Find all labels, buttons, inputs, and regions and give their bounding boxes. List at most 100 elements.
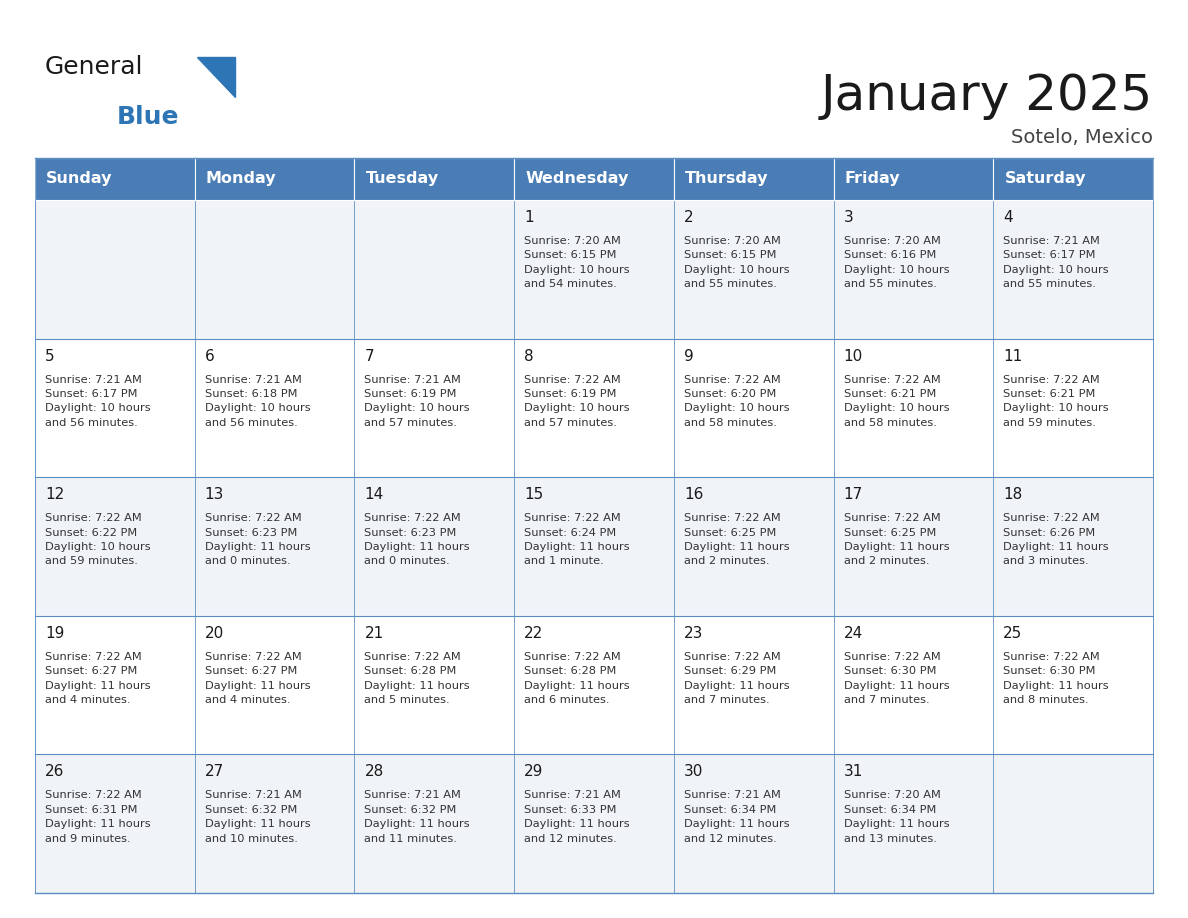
Text: 14: 14 (365, 487, 384, 502)
Bar (195, 477, 354, 616)
Text: 18: 18 (1004, 487, 1023, 502)
Text: 23: 23 (684, 626, 703, 641)
Text: Sunrise: 7:22 AM
Sunset: 6:27 PM
Daylight: 11 hours
and 4 minutes.: Sunrise: 7:22 AM Sunset: 6:27 PM Dayligh… (45, 652, 151, 705)
Bar (354, 616, 514, 755)
Bar (834, 755, 993, 893)
Text: Sunrise: 7:21 AM
Sunset: 6:32 PM
Daylight: 11 hours
and 11 minutes.: Sunrise: 7:21 AM Sunset: 6:32 PM Dayligh… (365, 790, 470, 844)
Bar (195, 616, 354, 755)
Bar (34, 477, 195, 616)
Text: Sunrise: 7:22 AM
Sunset: 6:30 PM
Daylight: 11 hours
and 8 minutes.: Sunrise: 7:22 AM Sunset: 6:30 PM Dayligh… (1004, 652, 1108, 705)
Text: 29: 29 (524, 765, 544, 779)
Text: Sunrise: 7:22 AM
Sunset: 6:29 PM
Daylight: 11 hours
and 7 minutes.: Sunrise: 7:22 AM Sunset: 6:29 PM Dayligh… (684, 652, 790, 705)
Text: Sotelo, Mexico: Sotelo, Mexico (1011, 128, 1154, 147)
Text: 6: 6 (204, 349, 215, 364)
Text: Sunrise: 7:21 AM
Sunset: 6:18 PM
Daylight: 10 hours
and 56 minutes.: Sunrise: 7:21 AM Sunset: 6:18 PM Dayligh… (204, 375, 310, 428)
Text: 27: 27 (204, 765, 225, 779)
Text: 11: 11 (1004, 349, 1023, 364)
Bar (514, 755, 674, 893)
Text: Sunrise: 7:22 AM
Sunset: 6:30 PM
Daylight: 11 hours
and 7 minutes.: Sunrise: 7:22 AM Sunset: 6:30 PM Dayligh… (843, 652, 949, 705)
Text: Sunday: Sunday (46, 172, 113, 186)
Text: 26: 26 (45, 765, 64, 779)
Bar (514, 477, 674, 616)
Text: 19: 19 (45, 626, 64, 641)
Text: 15: 15 (524, 487, 543, 502)
Text: Thursday: Thursday (685, 172, 769, 186)
Text: Sunrise: 7:20 AM
Sunset: 6:15 PM
Daylight: 10 hours
and 54 minutes.: Sunrise: 7:20 AM Sunset: 6:15 PM Dayligh… (524, 236, 630, 289)
Bar (993, 200, 1154, 339)
Text: Sunrise: 7:21 AM
Sunset: 6:34 PM
Daylight: 11 hours
and 12 minutes.: Sunrise: 7:21 AM Sunset: 6:34 PM Dayligh… (684, 790, 790, 844)
Text: General: General (45, 55, 144, 79)
Text: 5: 5 (45, 349, 55, 364)
Text: Sunrise: 7:20 AM
Sunset: 6:34 PM
Daylight: 11 hours
and 13 minutes.: Sunrise: 7:20 AM Sunset: 6:34 PM Dayligh… (843, 790, 949, 844)
Text: 21: 21 (365, 626, 384, 641)
Text: Sunrise: 7:22 AM
Sunset: 6:28 PM
Daylight: 11 hours
and 5 minutes.: Sunrise: 7:22 AM Sunset: 6:28 PM Dayligh… (365, 652, 470, 705)
Bar (195, 755, 354, 893)
Bar (834, 477, 993, 616)
Text: Sunrise: 7:22 AM
Sunset: 6:28 PM
Daylight: 11 hours
and 6 minutes.: Sunrise: 7:22 AM Sunset: 6:28 PM Dayligh… (524, 652, 630, 705)
Bar (674, 755, 834, 893)
Text: Sunrise: 7:22 AM
Sunset: 6:19 PM
Daylight: 10 hours
and 57 minutes.: Sunrise: 7:22 AM Sunset: 6:19 PM Dayligh… (524, 375, 630, 428)
Text: Sunrise: 7:21 AM
Sunset: 6:33 PM
Daylight: 11 hours
and 12 minutes.: Sunrise: 7:21 AM Sunset: 6:33 PM Dayligh… (524, 790, 630, 844)
Text: 1: 1 (524, 210, 533, 225)
Text: 30: 30 (684, 765, 703, 779)
Bar (674, 616, 834, 755)
Bar (834, 616, 993, 755)
Text: 4: 4 (1004, 210, 1013, 225)
Text: Sunrise: 7:22 AM
Sunset: 6:23 PM
Daylight: 11 hours
and 0 minutes.: Sunrise: 7:22 AM Sunset: 6:23 PM Dayligh… (365, 513, 470, 566)
Text: Monday: Monday (206, 172, 277, 186)
Bar (514, 616, 674, 755)
Text: 13: 13 (204, 487, 225, 502)
Text: Sunrise: 7:22 AM
Sunset: 6:21 PM
Daylight: 10 hours
and 59 minutes.: Sunrise: 7:22 AM Sunset: 6:21 PM Dayligh… (1004, 375, 1108, 428)
Text: Sunrise: 7:22 AM
Sunset: 6:21 PM
Daylight: 10 hours
and 58 minutes.: Sunrise: 7:22 AM Sunset: 6:21 PM Dayligh… (843, 375, 949, 428)
Text: 20: 20 (204, 626, 225, 641)
Bar (34, 339, 195, 477)
Bar (195, 200, 354, 339)
Bar (354, 755, 514, 893)
Text: 16: 16 (684, 487, 703, 502)
Bar (993, 477, 1154, 616)
Text: 7: 7 (365, 349, 374, 364)
Text: January 2025: January 2025 (821, 72, 1154, 120)
Text: Wednesday: Wednesday (525, 172, 628, 186)
Text: Sunrise: 7:22 AM
Sunset: 6:26 PM
Daylight: 11 hours
and 3 minutes.: Sunrise: 7:22 AM Sunset: 6:26 PM Dayligh… (1004, 513, 1108, 566)
Bar (34, 616, 195, 755)
Bar (195, 339, 354, 477)
Bar (34, 200, 195, 339)
Text: Sunrise: 7:22 AM
Sunset: 6:20 PM
Daylight: 10 hours
and 58 minutes.: Sunrise: 7:22 AM Sunset: 6:20 PM Dayligh… (684, 375, 790, 428)
Text: 17: 17 (843, 487, 862, 502)
Text: 10: 10 (843, 349, 862, 364)
Bar (993, 339, 1154, 477)
Text: Sunrise: 7:22 AM
Sunset: 6:24 PM
Daylight: 11 hours
and 1 minute.: Sunrise: 7:22 AM Sunset: 6:24 PM Dayligh… (524, 513, 630, 566)
Bar (514, 200, 674, 339)
Bar (354, 200, 514, 339)
Bar (34, 755, 195, 893)
Bar (354, 339, 514, 477)
Text: 25: 25 (1004, 626, 1023, 641)
Bar (514, 339, 674, 477)
Text: 3: 3 (843, 210, 853, 225)
Bar (834, 200, 993, 339)
Bar (354, 477, 514, 616)
Text: Sunrise: 7:22 AM
Sunset: 6:22 PM
Daylight: 10 hours
and 59 minutes.: Sunrise: 7:22 AM Sunset: 6:22 PM Dayligh… (45, 513, 151, 566)
Bar (834, 158, 993, 200)
Bar (993, 616, 1154, 755)
Polygon shape (197, 57, 235, 97)
Bar (993, 158, 1154, 200)
Bar (34, 158, 195, 200)
Bar (354, 158, 514, 200)
Text: Sunrise: 7:22 AM
Sunset: 6:23 PM
Daylight: 11 hours
and 0 minutes.: Sunrise: 7:22 AM Sunset: 6:23 PM Dayligh… (204, 513, 310, 566)
Text: Sunrise: 7:21 AM
Sunset: 6:17 PM
Daylight: 10 hours
and 55 minutes.: Sunrise: 7:21 AM Sunset: 6:17 PM Dayligh… (1004, 236, 1108, 289)
Text: Sunrise: 7:21 AM
Sunset: 6:17 PM
Daylight: 10 hours
and 56 minutes.: Sunrise: 7:21 AM Sunset: 6:17 PM Dayligh… (45, 375, 151, 428)
Text: 2: 2 (684, 210, 694, 225)
Bar (674, 200, 834, 339)
Text: Sunrise: 7:20 AM
Sunset: 6:15 PM
Daylight: 10 hours
and 55 minutes.: Sunrise: 7:20 AM Sunset: 6:15 PM Dayligh… (684, 236, 790, 289)
Bar (195, 158, 354, 200)
Text: Tuesday: Tuesday (366, 172, 438, 186)
Text: Sunrise: 7:21 AM
Sunset: 6:32 PM
Daylight: 11 hours
and 10 minutes.: Sunrise: 7:21 AM Sunset: 6:32 PM Dayligh… (204, 790, 310, 844)
Text: Sunrise: 7:22 AM
Sunset: 6:25 PM
Daylight: 11 hours
and 2 minutes.: Sunrise: 7:22 AM Sunset: 6:25 PM Dayligh… (684, 513, 790, 566)
Text: 31: 31 (843, 765, 862, 779)
Bar (514, 158, 674, 200)
Text: Sunrise: 7:22 AM
Sunset: 6:31 PM
Daylight: 11 hours
and 9 minutes.: Sunrise: 7:22 AM Sunset: 6:31 PM Dayligh… (45, 790, 151, 844)
Text: 22: 22 (524, 626, 543, 641)
Text: Friday: Friday (845, 172, 901, 186)
